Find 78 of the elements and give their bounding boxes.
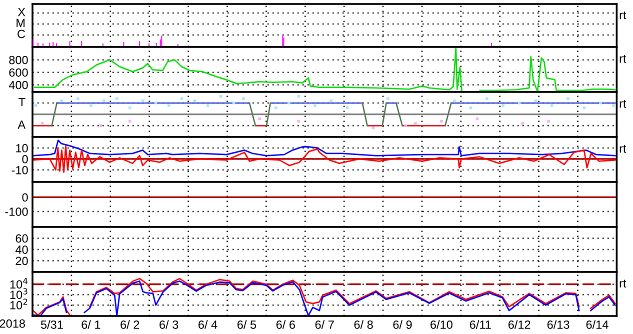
point: [206, 104, 210, 107]
point: [502, 104, 504, 107]
point: [521, 122, 524, 125]
point: [453, 99, 456, 102]
point: [102, 99, 106, 102]
point: [90, 104, 92, 107]
text: C: [18, 30, 26, 38]
x-tick-label: 6/ 2: [120, 320, 140, 329]
x-tick-label: 6/ 6: [276, 320, 295, 329]
point: [297, 95, 300, 98]
y-tick-label: 10$^{2}$: [10, 298, 28, 310]
x-tick-label: 6/ 4: [198, 320, 218, 329]
point: [485, 97, 488, 100]
x-tick-label: 6/14: [586, 320, 608, 329]
point: [34, 104, 38, 107]
y-tick-label: 20: [16, 256, 28, 266]
x-tick-label: 6/ 9: [393, 320, 412, 329]
point: [288, 102, 290, 104]
point: [274, 106, 278, 110]
x-tick-label: 6/13: [547, 320, 570, 329]
point: [167, 104, 170, 107]
x-tick-label: 6/ 5: [237, 320, 256, 329]
point: [612, 104, 615, 107]
line-series: [32, 140, 616, 156]
text: rt: [620, 100, 626, 108]
text: rt: [620, 55, 626, 63]
y-tick-label: 10: [16, 144, 28, 152]
point: [550, 104, 554, 107]
annotation: A: [18, 120, 26, 129]
point: [128, 106, 132, 110]
x-axis-title: 2018: [0, 319, 25, 328]
point: [440, 120, 443, 123]
point: [386, 97, 390, 100]
point: [330, 99, 332, 102]
point: [76, 97, 80, 100]
point: [566, 97, 570, 100]
point: [297, 120, 300, 123]
y-tick-label: 0: [22, 154, 28, 164]
point: [518, 102, 521, 104]
point: [40, 122, 44, 125]
point: [372, 126, 375, 130]
point: [547, 120, 550, 123]
point: [534, 99, 537, 102]
point: [154, 102, 158, 104]
y-tick-label: -10: [12, 166, 28, 174]
point: [313, 104, 316, 107]
y-tick-label: 60: [16, 234, 28, 243]
point: [414, 122, 417, 125]
text: X: [18, 8, 26, 16]
x-tick-label: 6/ 3: [160, 320, 178, 329]
y-tick-label: 0: [22, 193, 28, 202]
point: [180, 97, 184, 100]
text: rt: [620, 11, 626, 20]
y-tick-label: 600: [9, 68, 28, 77]
point: [242, 97, 245, 100]
y-tick-label: 40: [15, 246, 28, 254]
annotation: T: [18, 98, 26, 106]
point: [115, 97, 118, 100]
x-tick-label: 5/31: [40, 320, 63, 329]
line-series: [32, 145, 616, 173]
point: [128, 120, 132, 123]
point: [219, 95, 222, 98]
text: M: [16, 18, 25, 28]
x-tick-label: 6/ 1: [82, 320, 100, 329]
y-tick-label: 10$^{4}$: [10, 278, 28, 289]
y-tick-label: 800: [9, 56, 28, 64]
text: rt: [620, 280, 626, 288]
y-tick-label: 10$^{3}$: [10, 288, 28, 299]
x-tick-label: 6/ 8: [354, 320, 373, 329]
y-tick-label: -100: [5, 208, 28, 216]
x-tick-label: 6/ 7: [315, 320, 334, 329]
point: [232, 102, 236, 104]
y-tick-label: 400: [8, 80, 28, 90]
x-tick-label: 6/11: [470, 320, 491, 329]
point: [599, 102, 602, 104]
x-tick-label: 6/10: [430, 320, 452, 329]
x-tick-label: 6/12: [508, 320, 530, 329]
text: rt: [620, 145, 626, 153]
